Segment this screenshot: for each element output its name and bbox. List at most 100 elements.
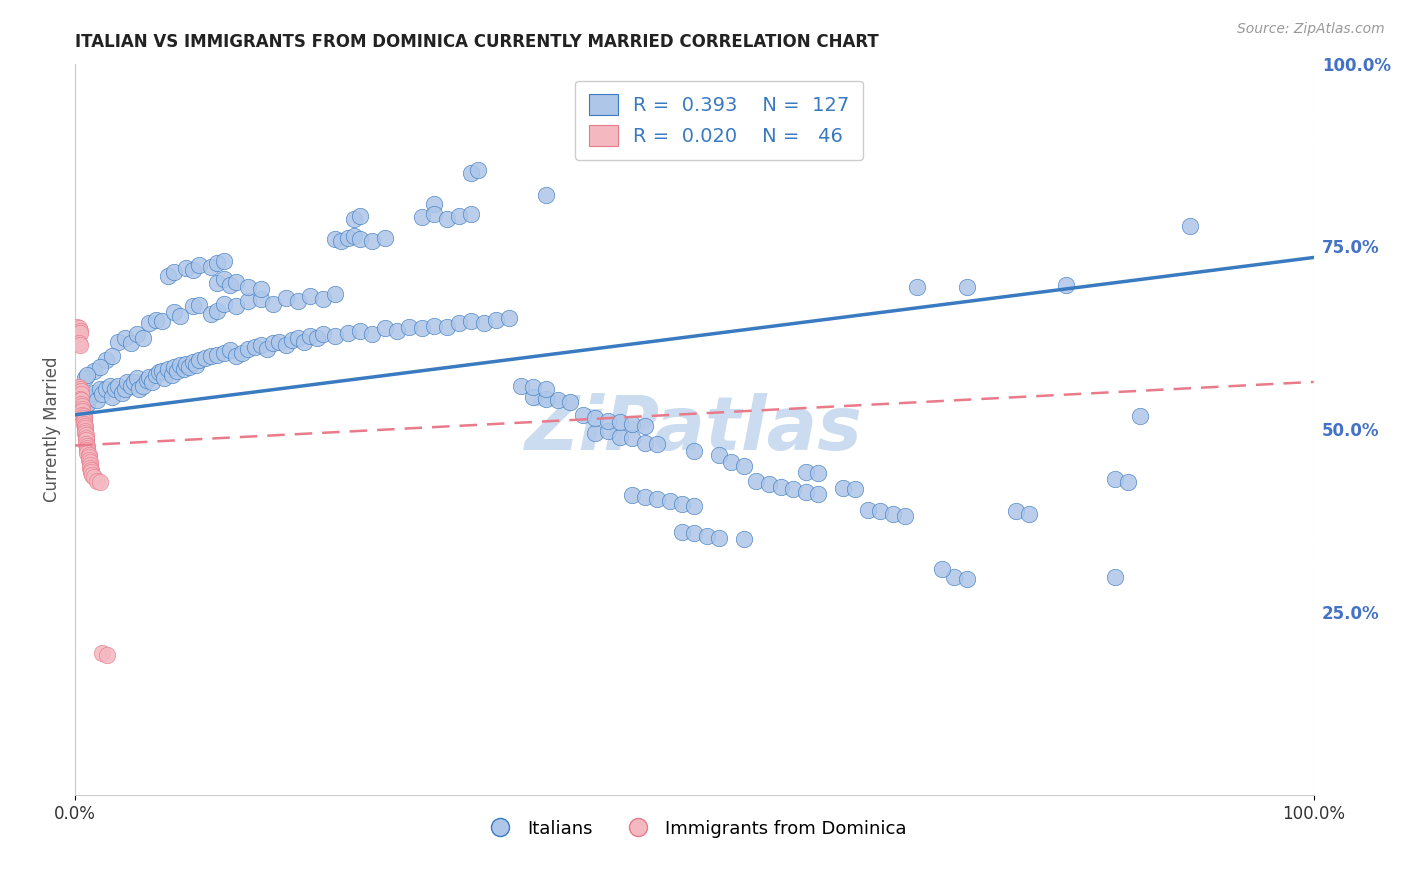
Point: [72, 401, 94, 416]
Point: [498, 311, 520, 326]
Point: [150, 314, 173, 328]
Point: [696, 528, 718, 542]
Point: [281, 333, 304, 347]
Point: [69, 326, 91, 340]
Point: [169, 309, 191, 323]
Point: [931, 561, 953, 575]
Point: [312, 292, 335, 306]
Point: [609, 415, 631, 429]
Point: [145, 368, 167, 382]
Point: [70, 387, 93, 401]
Point: [156, 362, 179, 376]
Point: [73, 411, 96, 425]
Point: [83, 470, 105, 484]
Point: [274, 291, 297, 305]
Point: [73, 426, 96, 441]
Point: [361, 234, 384, 248]
Point: [73, 421, 96, 435]
Point: [336, 326, 359, 340]
Point: [336, 230, 359, 244]
Point: [79, 390, 101, 404]
Point: [522, 390, 544, 404]
Point: [583, 411, 606, 425]
Point: [207, 276, 229, 290]
Point: [436, 320, 458, 334]
Point: [671, 524, 693, 539]
Point: [856, 503, 879, 517]
Point: [67, 321, 90, 335]
Point: [1129, 409, 1152, 424]
Point: [177, 360, 200, 375]
Point: [460, 314, 482, 328]
Point: [207, 348, 229, 362]
Point: [231, 345, 253, 359]
Point: [73, 417, 96, 431]
Point: [299, 328, 322, 343]
Point: [76, 441, 98, 455]
Point: [534, 392, 557, 406]
Point: [274, 338, 297, 352]
Point: [176, 357, 198, 371]
Point: [79, 460, 101, 475]
Point: [807, 487, 830, 501]
Point: [343, 228, 366, 243]
Point: [572, 408, 595, 422]
Point: [225, 349, 247, 363]
Point: [73, 409, 96, 424]
Point: [343, 211, 366, 226]
Point: [76, 446, 98, 460]
Point: [91, 646, 114, 660]
Point: [460, 206, 482, 220]
Point: [287, 294, 309, 309]
Point: [305, 331, 328, 345]
Point: [80, 463, 103, 477]
Point: [67, 380, 90, 394]
Point: [745, 474, 768, 488]
Point: [125, 327, 148, 342]
Point: [77, 453, 100, 467]
Point: [423, 318, 446, 333]
Y-axis label: Currently Married: Currently Married: [44, 357, 60, 502]
Point: [82, 467, 104, 482]
Point: [330, 234, 353, 248]
Point: [844, 483, 866, 497]
Point: [621, 431, 644, 445]
Point: [120, 378, 142, 392]
Text: ZiPatlas: ZiPatlas: [526, 393, 863, 466]
Point: [212, 254, 235, 268]
Point: [323, 328, 346, 343]
Point: [101, 390, 124, 404]
Point: [69, 392, 91, 406]
Point: [156, 268, 179, 283]
Point: [770, 479, 793, 493]
Point: [411, 321, 433, 335]
Point: [312, 327, 335, 342]
Point: [76, 397, 98, 411]
Point: [658, 494, 681, 508]
Point: [560, 394, 582, 409]
Point: [621, 417, 644, 431]
Point: [72, 404, 94, 418]
Point: [349, 209, 371, 223]
Point: [138, 369, 160, 384]
Point: [107, 334, 129, 349]
Point: [69, 324, 91, 338]
Point: [181, 300, 204, 314]
Point: [200, 349, 222, 363]
Point: [720, 455, 742, 469]
Point: [94, 382, 117, 396]
Point: [89, 382, 111, 396]
Point: [243, 341, 266, 355]
Point: [349, 232, 371, 246]
Point: [225, 300, 247, 314]
Point: [207, 304, 229, 318]
Point: [707, 531, 730, 545]
Point: [79, 458, 101, 472]
Point: [225, 275, 247, 289]
Point: [218, 343, 240, 358]
Point: [683, 444, 706, 458]
Point: [212, 272, 235, 286]
Point: [73, 418, 96, 433]
Point: [150, 364, 173, 378]
Point: [186, 358, 208, 372]
